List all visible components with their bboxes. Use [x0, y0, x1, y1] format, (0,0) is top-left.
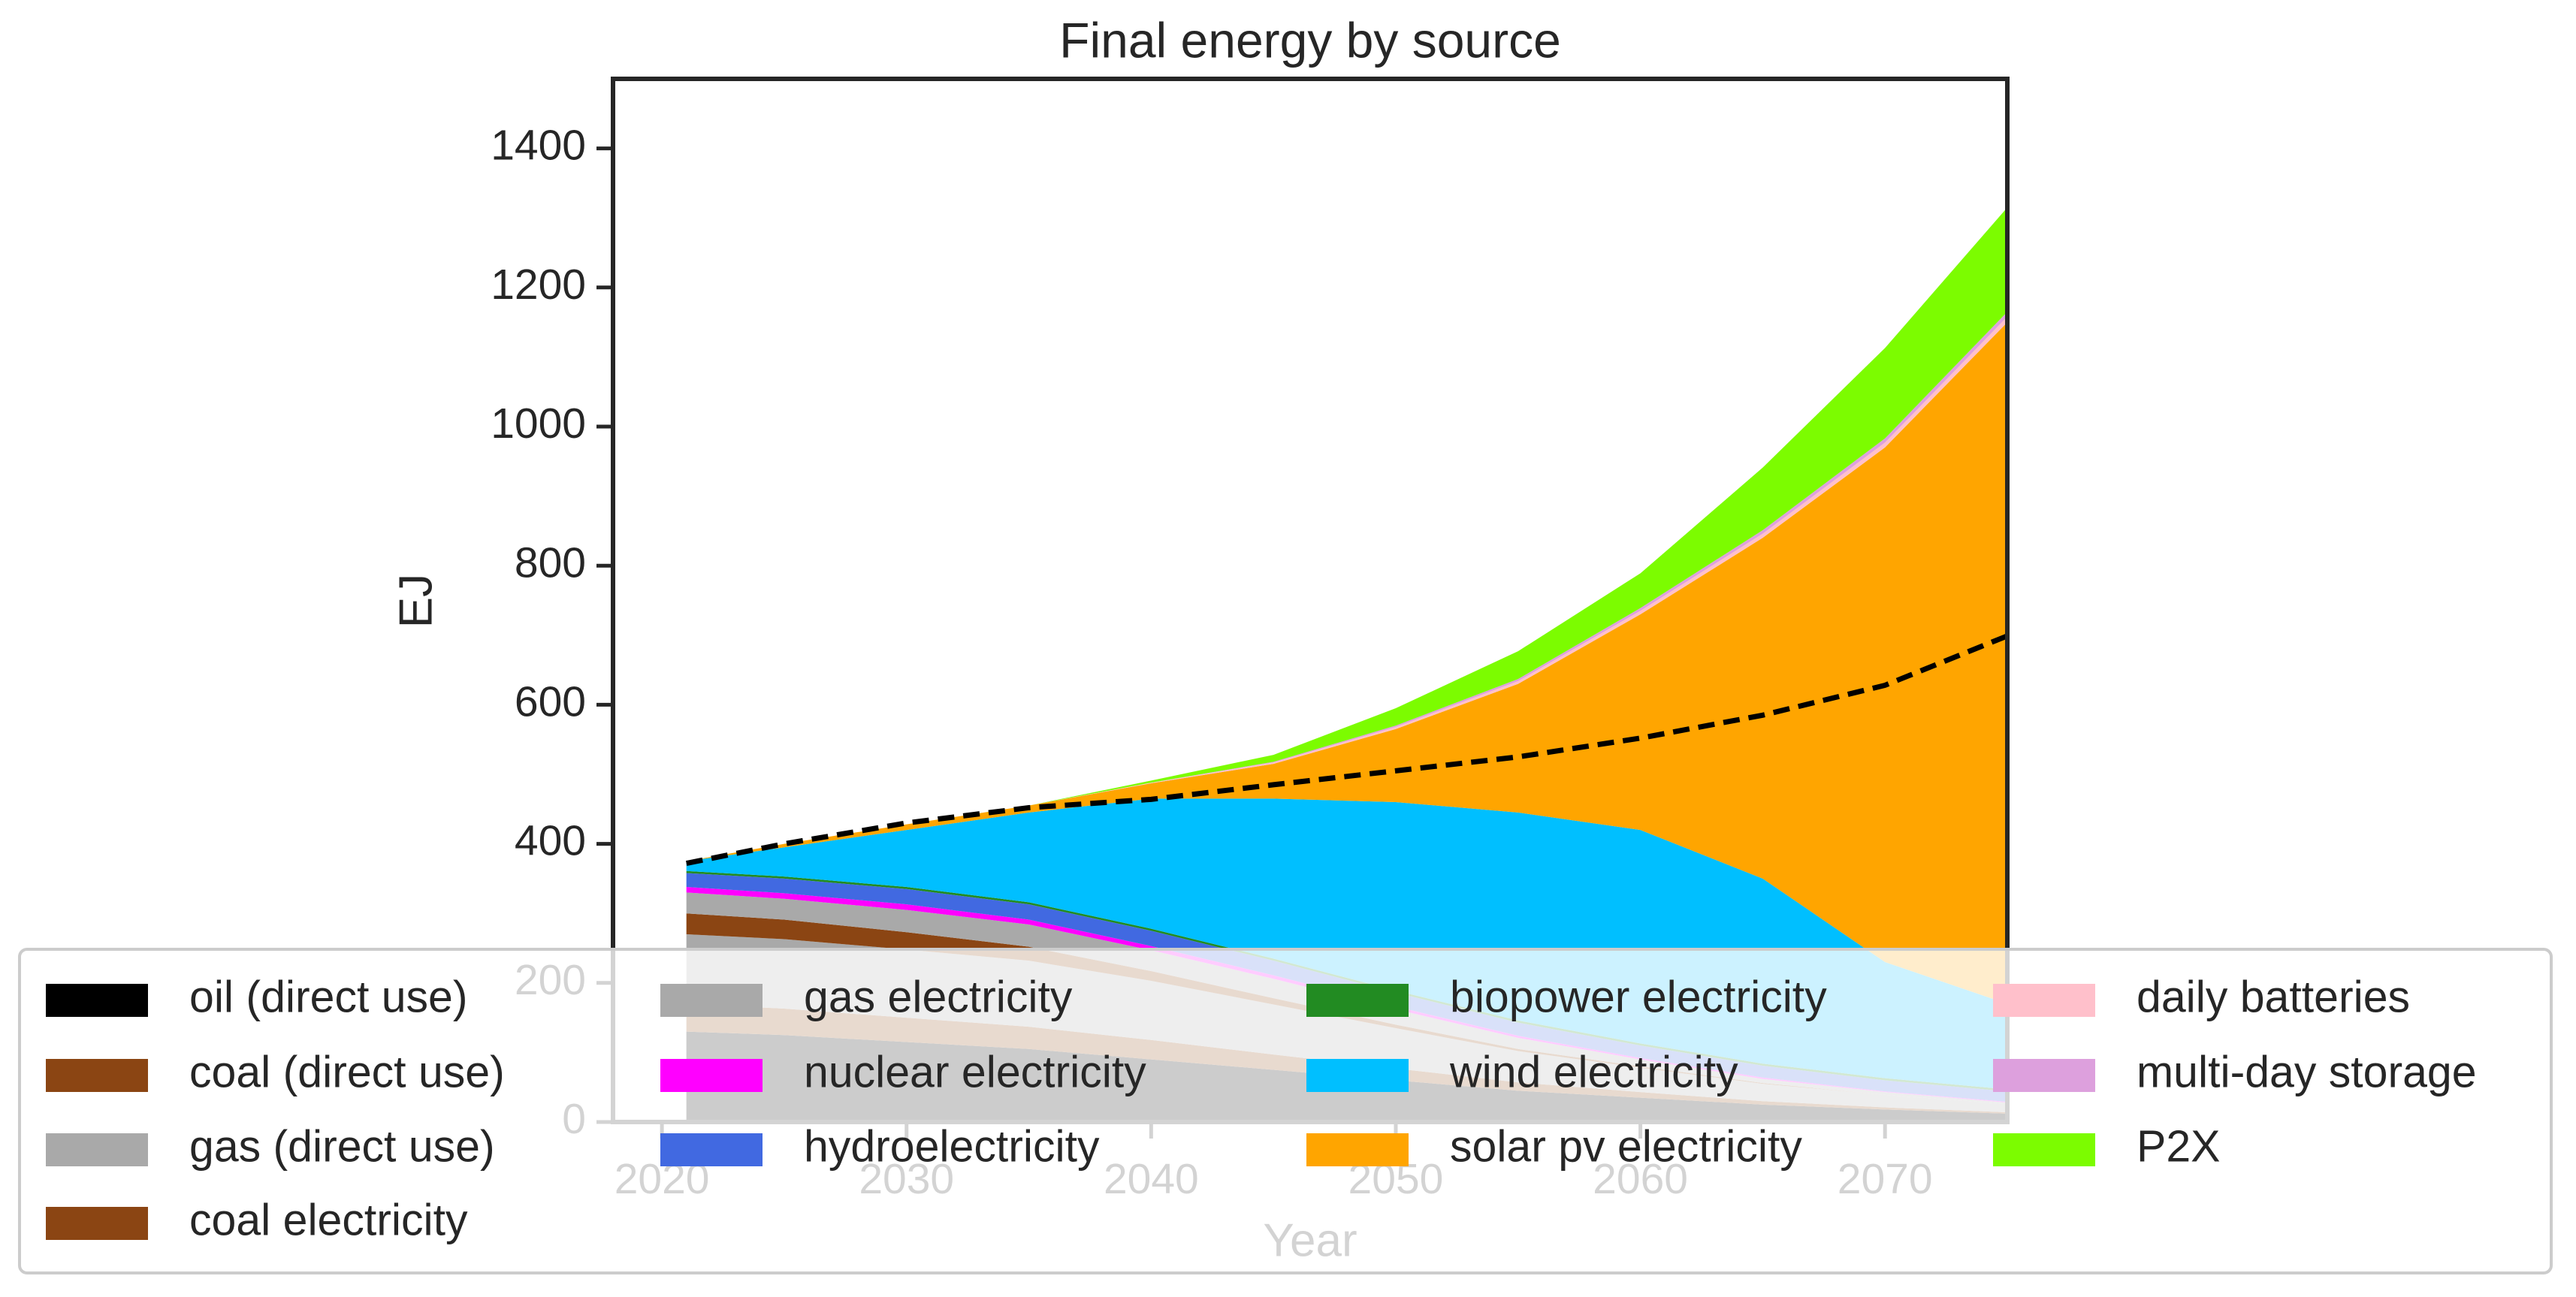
chart-title: Final energy by source	[1059, 12, 1561, 68]
legend-label: gas (direct use)	[189, 1122, 495, 1172]
y-tick-label: 800	[515, 538, 586, 587]
y-tick-label: 1000	[491, 400, 586, 448]
legend-label: oil (direct use)	[189, 973, 468, 1022]
legend-swatch	[1993, 1133, 2095, 1166]
legend-label: nuclear electricity	[804, 1048, 1146, 1097]
y-tick-label: 400	[515, 817, 586, 865]
area	[686, 322, 2007, 1004]
legend-swatch	[46, 1133, 148, 1166]
legend-swatch	[46, 1059, 148, 1092]
legend-swatch	[1993, 984, 2095, 1017]
legend-label: daily batteries	[2137, 973, 2410, 1022]
y-axis-label: EJ	[390, 574, 442, 628]
legend-label: coal (direct use)	[189, 1048, 505, 1097]
area	[686, 207, 2007, 861]
legend-swatch	[660, 1059, 763, 1092]
y-tick-label: 1200	[491, 261, 586, 309]
legend-label: solar pv electricity	[1450, 1122, 1802, 1172]
legend-swatch	[1306, 1133, 1409, 1166]
legend-label: P2X	[2137, 1122, 2221, 1172]
y-tick-label: 1400	[491, 122, 586, 170]
legend-swatch	[46, 1207, 148, 1240]
y-tick-label: 600	[515, 677, 586, 725]
legend-label: wind electricity	[1449, 1048, 1738, 1097]
legend-swatch	[1993, 1059, 2095, 1092]
dashed-line	[686, 633, 2009, 866]
legend-label: hydroelectricity	[804, 1122, 1100, 1172]
legend-swatch	[660, 1133, 763, 1166]
legend-box	[18, 948, 2553, 1274]
legend-swatch	[1306, 1059, 1409, 1092]
legend-label: gas electricity	[804, 973, 1073, 1022]
legend-swatch	[660, 984, 763, 1017]
legend-label: biopower electricity	[1450, 973, 1827, 1022]
legend-swatch	[46, 984, 148, 1017]
legend-label: multi-day storage	[2137, 1048, 2477, 1097]
area	[686, 913, 2007, 1104]
legend-swatch	[1306, 984, 1409, 1017]
legend-label: coal electricity	[189, 1196, 468, 1245]
